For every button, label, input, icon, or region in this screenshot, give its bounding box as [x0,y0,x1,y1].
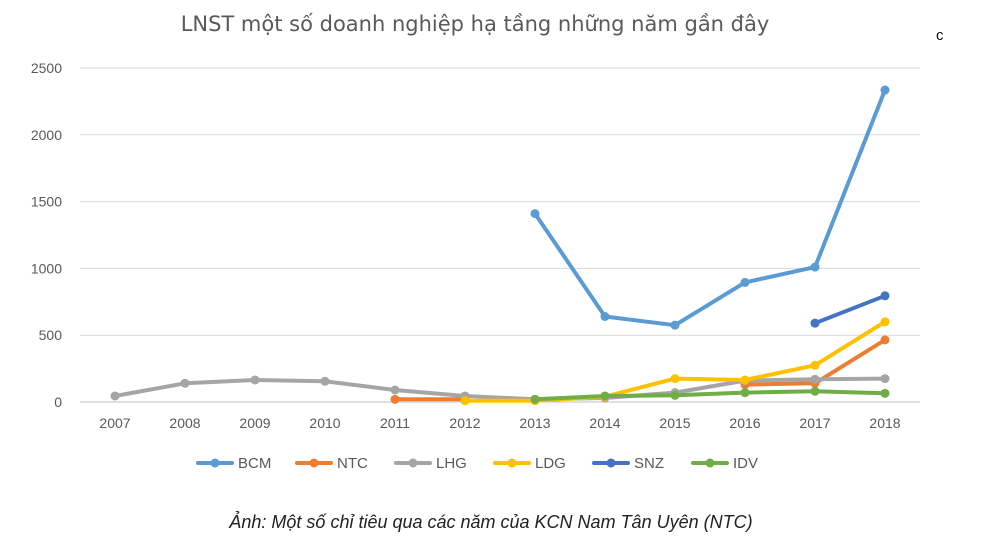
point-lhg [320,376,330,386]
x-tick-label: 2007 [99,415,130,431]
point-ldg [460,396,470,406]
y-tick-label: 1500 [31,194,62,210]
point-bcm [880,85,890,95]
legend-label-idv: IDV [733,455,758,472]
series-lines [110,85,890,406]
chart-title: LNST một số doanh nghiệp hạ tầng những n… [180,12,770,36]
x-tick-label: 2013 [519,415,550,431]
x-tick-label: 2009 [239,415,270,431]
legend-label-ldg: LDG [535,455,566,472]
point-ldg [740,375,750,385]
point-idv [740,388,750,398]
line-lhg [113,376,887,402]
y-axis-ticks: 0 500 1000 1500 2000 2500 [31,60,62,410]
legend-item-bcm: BCM [196,455,271,472]
legend-item-ntc: NTC [295,455,368,472]
point-idv [880,388,890,398]
figure-caption: Ảnh: Một số chỉ tiêu qua các năm của KCN… [229,512,753,532]
corner-text: c [936,27,944,44]
y-tick-label: 0 [54,394,62,410]
point-ldg [880,317,890,327]
x-tick-label: 2015 [659,415,690,431]
legend-marker-bcm [210,458,220,468]
point-lhg [250,375,260,385]
line-snz [813,293,887,326]
gridlines [80,67,920,403]
line-chart: 0 500 1000 1500 2000 2500 2007 2008 2009 2010 201… [31,60,920,472]
legend-marker-ldg [507,458,517,468]
x-tick-label: 2017 [799,415,830,431]
point-lhg [390,385,400,395]
legend-label-bcm: BCM [238,455,271,472]
y-tick-label: 2500 [31,60,62,76]
series-snz [810,291,890,328]
line-bcm [533,88,887,328]
x-tick-label: 2018 [869,415,900,431]
legend-item-snz: SNZ [592,455,664,472]
point-lhg [810,374,820,384]
legend-marker-lhg [408,458,418,468]
legend-label-snz: SNZ [634,455,664,472]
point-bcm [740,277,750,287]
legend-item-lhg: LHG [394,455,467,472]
legend-marker-ntc [309,458,319,468]
y-tick-label: 1000 [31,260,62,276]
point-ldg [810,360,820,370]
legend: BCM NTC LHG LDG SNZ IDV [196,455,758,472]
point-bcm [670,320,680,330]
legend-item-idv: IDV [691,455,758,472]
series-bcm [530,85,890,330]
point-idv [670,390,680,400]
point-snz [810,318,820,328]
point-bcm [600,311,610,321]
series-idv [530,386,890,404]
y-tick-label: 500 [39,327,63,343]
legend-label-lhg: LHG [436,455,467,472]
x-axis-ticks: 2007 2008 2009 2010 2011 2012 2013 2014 2015 2016… [99,415,900,431]
point-ntc [880,335,890,345]
point-snz [880,291,890,301]
point-ldg [670,374,680,384]
legend-item-ldg: LDG [493,455,566,472]
x-tick-label: 2014 [589,415,620,431]
x-tick-label: 2012 [449,415,480,431]
x-tick-label: 2016 [729,415,760,431]
point-lhg [880,374,890,384]
legend-label-ntc: NTC [337,455,368,472]
line-idv [533,389,887,402]
point-bcm [810,262,820,272]
point-lhg [180,378,190,388]
x-tick-label: 2008 [169,415,200,431]
y-tick-label: 2000 [31,127,62,143]
legend-marker-idv [705,458,715,468]
legend-marker-snz [606,458,616,468]
point-ntc [390,394,400,404]
point-idv [600,391,610,401]
x-tick-label: 2010 [309,415,340,431]
x-tick-label: 2011 [380,415,410,431]
point-idv [530,394,540,404]
point-lhg [110,391,120,401]
point-bcm [530,209,540,219]
point-idv [810,386,820,396]
